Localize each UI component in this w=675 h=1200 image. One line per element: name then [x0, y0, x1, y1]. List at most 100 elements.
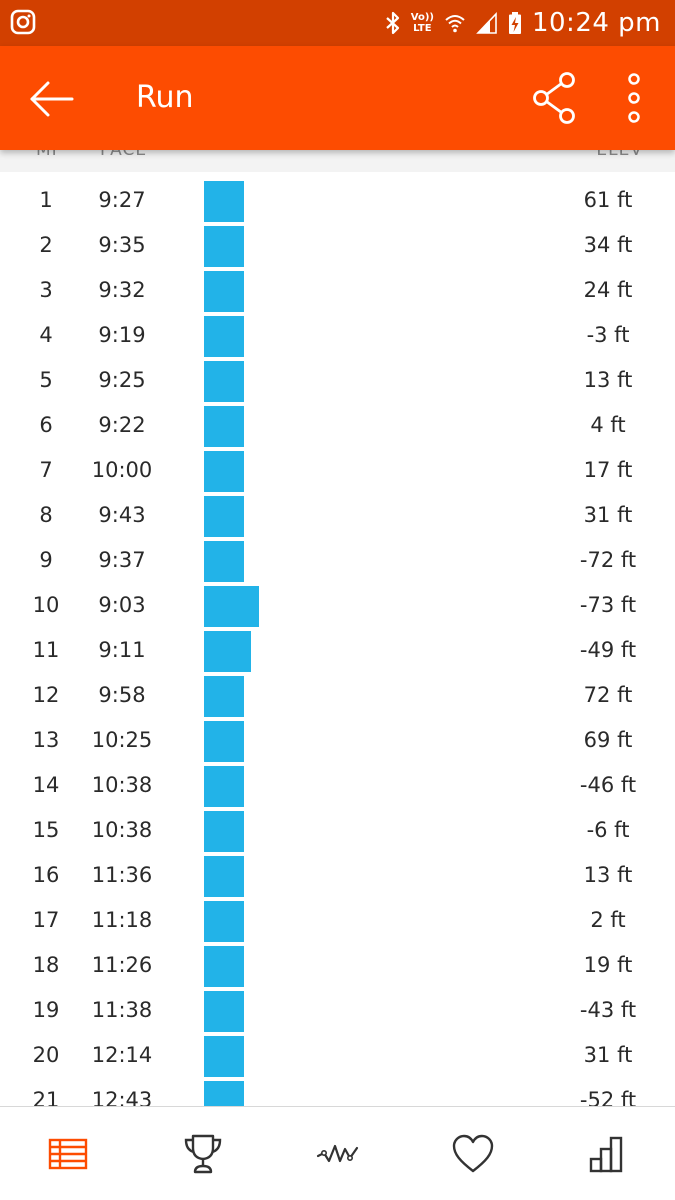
trophy-icon [184, 1134, 221, 1173]
split-elevation: 31 ft [583, 1043, 633, 1067]
instagram-icon [10, 9, 36, 35]
pace-bar [204, 1036, 244, 1077]
nav-stats[interactable] [540, 1107, 675, 1200]
split-elevation: -73 ft [579, 593, 637, 617]
page-title: Run [136, 80, 194, 115]
split-mile: 15 [32, 818, 60, 842]
split-elevation: 69 ft [583, 728, 633, 752]
split-pace: 9:35 [98, 233, 146, 257]
network-top-label: Vo)) [410, 12, 434, 23]
split-elevation: 13 ft [583, 863, 633, 887]
pace-bar [204, 451, 244, 492]
split-row: 13 10:25 69 ft [0, 720, 675, 765]
split-mile: 1 [39, 188, 53, 212]
pace-bar [204, 721, 244, 762]
split-mile: 11 [32, 638, 60, 662]
split-row: 14 10:38 -46 ft [0, 765, 675, 810]
split-pace: 9:43 [98, 503, 146, 527]
heart-icon [452, 1134, 493, 1172]
volte-indicator: Vo)) LTE [411, 12, 434, 34]
pace-bar [204, 901, 244, 942]
status-bar: Vo)) LTE 10:24 pm [0, 0, 675, 46]
split-elevation: 13 ft [583, 368, 633, 392]
more-vertical-icon [628, 73, 640, 123]
battery-charging-icon [508, 11, 522, 35]
split-elevation: -3 ft [586, 323, 630, 347]
split-pace: 12:14 [91, 1043, 153, 1067]
bottom-navigation [0, 1106, 675, 1200]
bluetooth-icon [385, 11, 401, 35]
split-elevation: -43 ft [579, 998, 637, 1022]
bar-chart-icon [589, 1136, 622, 1172]
split-mile: 14 [32, 773, 60, 797]
split-elevation: -49 ft [579, 638, 637, 662]
split-elevation: 24 ft [583, 278, 633, 302]
pace-bar [204, 676, 244, 717]
nav-splits[interactable] [0, 1107, 135, 1200]
splits-list[interactable]: 1 9:27 61 ft 2 9:35 34 ft 3 9:32 24 ft 4 9:19 -3… [0, 180, 675, 1106]
split-pace: 11:26 [91, 953, 153, 977]
more-options-button[interactable] [618, 72, 650, 124]
split-mile: 20 [32, 1043, 60, 1067]
split-mile: 21 [32, 1088, 60, 1106]
split-elevation: 72 ft [583, 683, 633, 707]
analysis-wave-icon [316, 1144, 358, 1162]
split-pace: 9:25 [98, 368, 146, 392]
split-elevation: -72 ft [579, 548, 637, 572]
split-row: 20 12:14 31 ft [0, 1035, 675, 1080]
share-button[interactable] [530, 71, 580, 125]
nav-achievements[interactable] [135, 1107, 270, 1200]
split-row: 11 9:11 -49 ft [0, 630, 675, 675]
split-mile: 5 [39, 368, 53, 392]
split-pace: 10:38 [91, 773, 153, 797]
pace-bar [204, 946, 244, 987]
nav-analysis[interactable] [270, 1107, 405, 1200]
wifi-icon [444, 11, 466, 35]
split-row: 2 9:35 34 ft [0, 225, 675, 270]
split-pace: 12:43 [91, 1088, 153, 1106]
split-pace: 9:37 [98, 548, 146, 572]
split-mile: 2 [39, 233, 53, 257]
share-icon [533, 72, 575, 124]
split-pace: 11:36 [91, 863, 153, 887]
split-elevation: -52 ft [579, 1088, 637, 1106]
app-bar: Run [0, 46, 675, 150]
pace-bar [204, 1081, 244, 1106]
pace-bar [204, 856, 244, 897]
network-bottom-label: LTE [413, 23, 432, 34]
split-mile: 4 [39, 323, 53, 347]
split-pace: 11:38 [91, 998, 153, 1022]
split-pace: 11:18 [91, 908, 153, 932]
split-pace: 9:22 [98, 413, 146, 437]
split-row: 1 9:27 61 ft [0, 180, 675, 225]
split-pace: 10:25 [91, 728, 153, 752]
split-pace: 10:00 [91, 458, 153, 482]
split-row: 21 12:43 -52 ft [0, 1080, 675, 1106]
pace-bar [204, 766, 244, 807]
split-pace: 9:03 [98, 593, 146, 617]
pace-bar [204, 406, 244, 447]
split-pace: 9:58 [98, 683, 146, 707]
pace-bar [204, 226, 244, 267]
split-elevation: -6 ft [586, 818, 630, 842]
split-row: 9 9:37 -72 ft [0, 540, 675, 585]
split-mile: 8 [39, 503, 53, 527]
split-elevation: 61 ft [583, 188, 633, 212]
nav-heart-rate[interactable] [405, 1107, 540, 1200]
split-mile: 7 [39, 458, 53, 482]
split-elevation: -46 ft [579, 773, 637, 797]
split-row: 8 9:43 31 ft [0, 495, 675, 540]
split-mile: 10 [32, 593, 60, 617]
arrow-left-icon [30, 81, 74, 117]
split-elevation: 34 ft [583, 233, 633, 257]
pace-bar [204, 361, 244, 402]
split-pace: 9:32 [98, 278, 146, 302]
pace-bar [204, 991, 244, 1032]
pace-bar [204, 181, 244, 222]
split-elevation: 17 ft [583, 458, 633, 482]
pace-bar [204, 271, 244, 312]
back-button[interactable] [26, 74, 76, 124]
pace-bar [204, 631, 251, 672]
split-row: 6 9:22 4 ft [0, 405, 675, 450]
split-mile: 16 [32, 863, 60, 887]
